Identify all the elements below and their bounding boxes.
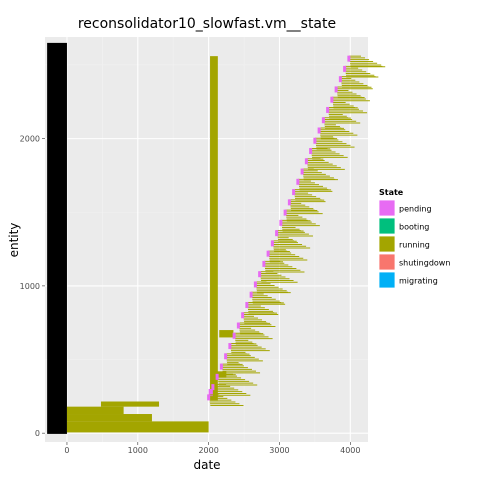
bar-pending-markers [208,388,213,397]
staircase-pending [296,178,300,185]
staircase-pending [236,322,240,329]
staircase-pending [266,250,270,257]
staircase-pending [287,199,291,206]
x-tick-label: 0 [64,446,69,455]
staircase-pending [300,168,304,175]
x-tick-label: 2000 [198,446,218,455]
legend-label-pending: pending [399,205,432,214]
staircase-pending [249,291,253,298]
bar-running-block-lower [66,421,209,433]
x-tick-label: 4000 [340,446,360,455]
x-axis: 0 1000 2000 3000 4000 [64,442,360,455]
x-tick-label: 1000 [128,446,148,455]
bar-running-block-lower [66,414,152,422]
staircase-pending [279,219,283,226]
staircase-pending [326,106,330,113]
staircase-pending [224,353,228,360]
legend-swatch-shutingdown [378,253,396,271]
staircase-pending [207,394,211,401]
staircase-pending [219,363,223,370]
legend-swatch-booting [378,217,396,235]
legend-swatch-migrating [378,271,396,289]
bar-running-block-lower [66,406,124,415]
legend-title: State [379,188,404,197]
staircase-pending [258,271,262,278]
staircase-pending [275,230,279,237]
legend-swatch-running [378,235,396,253]
legend-swatch-pending [378,199,396,217]
bar-running-block-lower [100,401,160,407]
staircase-pending [253,281,257,288]
staircase-pending [338,76,342,83]
staircase-pending [241,312,245,319]
plot-panel [45,37,368,442]
legend: State pending booting running shutingdown mi… [378,188,450,289]
y-tick-label: 0 [35,429,40,438]
legend-label-migrating: migrating [399,277,438,286]
data-marks [47,42,386,434]
staircase-pending [228,343,232,350]
legend-label-running: running [399,241,430,250]
y-tick-label: 2000 [20,135,40,144]
staircase-pending [309,148,313,155]
grid-major [45,37,368,442]
grid-minor [45,37,368,442]
staircase-pending [262,260,266,267]
staircase-pending [347,55,351,62]
staircase-pending [334,86,338,93]
staircase-pending [245,301,249,308]
staircase-pending [304,158,308,165]
x-axis-title: date [193,458,220,472]
staircase-pending [313,137,317,144]
chart-title: reconsolidator10_slowfast.vm__state [78,16,336,32]
bar-running-dense-band [210,56,218,401]
legend-label-shutingdown: shutingdown [399,259,450,268]
staircase-pending [317,127,321,134]
staircase-pending [321,117,325,124]
staircase-pending [343,65,347,72]
y-tick-label: 1000 [20,282,40,291]
staircase-pending [215,373,219,380]
staircase-pending [292,189,296,196]
legend-label-booting: booting [399,223,429,232]
y-axis-title: entity [7,223,21,258]
staircase-pending [270,240,274,247]
staircase-pending [211,384,215,391]
bar-black-initial-states [47,42,67,434]
staircase-pending [283,209,287,216]
bar-running-dense-band [219,330,234,338]
x-tick-label: 3000 [269,446,289,455]
y-axis: 0 1000 2000 [20,135,45,438]
staircase-pending [330,96,334,103]
staircase-pending [232,332,236,339]
